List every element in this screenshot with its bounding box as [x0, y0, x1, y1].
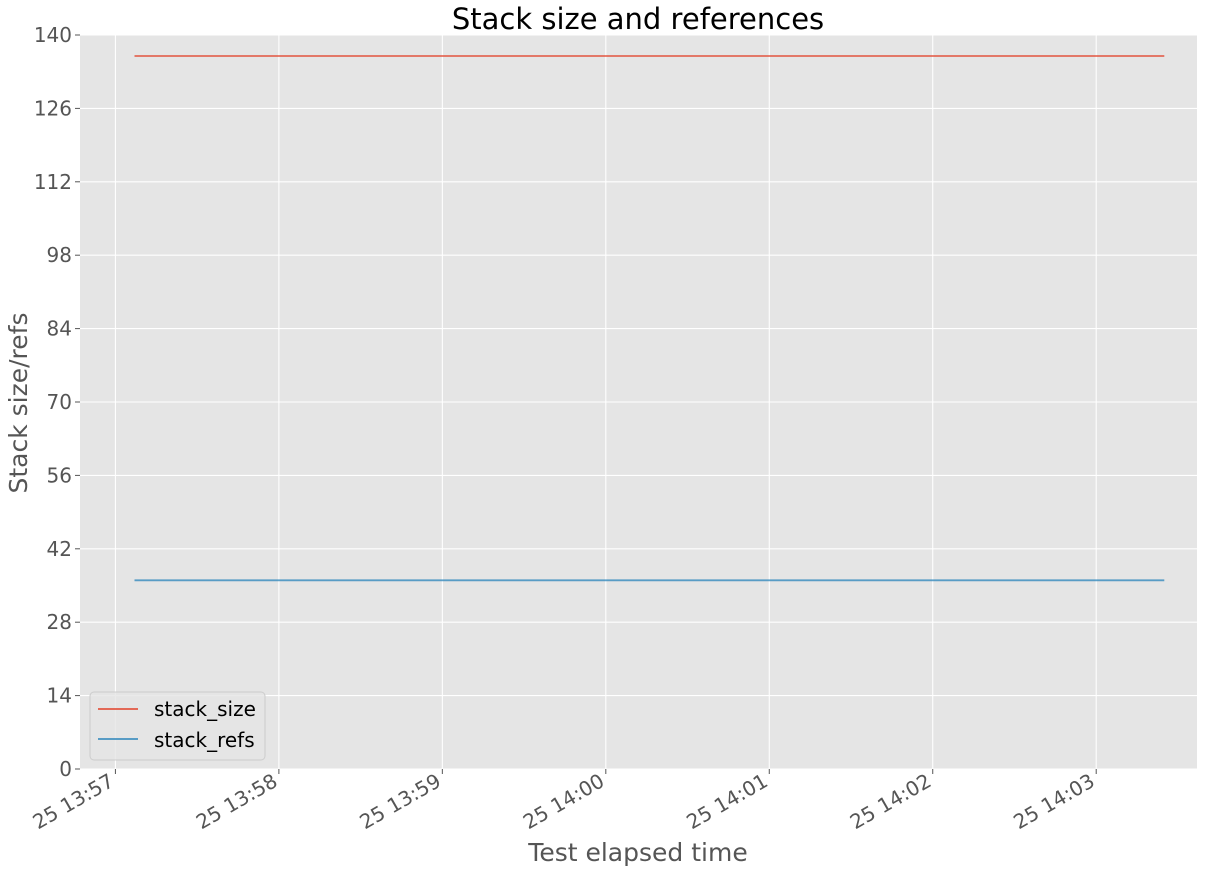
grid-lines [80, 34, 1197, 770]
x-tick-label: 25 13:59 [355, 769, 444, 835]
y-tick-label: 140 [34, 23, 72, 47]
x-tick-label: 25 13:58 [192, 769, 281, 835]
legend-label-stack-refs: stack_refs [154, 728, 255, 752]
series-layer [134, 55, 1165, 582]
x-tick-label: 25 14:02 [846, 769, 935, 835]
x-tick-label: 25 14:01 [682, 769, 771, 835]
legend: stack_size stack_refs [89, 691, 266, 761]
y-tick-label: 126 [34, 96, 72, 120]
x-tick-label: 25 14:00 [519, 769, 608, 835]
y-tick-label: 28 [47, 610, 72, 634]
y-tick-label: 70 [47, 390, 72, 414]
y-tick-label: 42 [47, 537, 72, 561]
x-tick-label: 25 13:57 [28, 769, 117, 835]
y-axis: 0 14 28 42 56 70 84 98 112 126 140 [34, 23, 80, 781]
y-tick-label: 84 [47, 317, 72, 341]
y-tick-label: 56 [47, 463, 72, 487]
x-tick-label: 25 14:03 [1009, 769, 1098, 835]
y-axis-title: Stack size/refs [4, 313, 33, 494]
x-axis: 25 13:57 25 13:58 25 13:59 25 14:00 25 14:01… [28, 769, 1098, 835]
y-tick-label: 98 [47, 243, 72, 267]
y-tick-label: 112 [34, 170, 72, 194]
chart-title: Stack size and references [452, 2, 824, 36]
x-axis-title: Test elapsed time [527, 838, 747, 867]
legend-label-stack-size: stack_size [154, 697, 256, 721]
y-tick-label: 0 [59, 757, 72, 781]
y-tick-label: 14 [47, 684, 72, 708]
